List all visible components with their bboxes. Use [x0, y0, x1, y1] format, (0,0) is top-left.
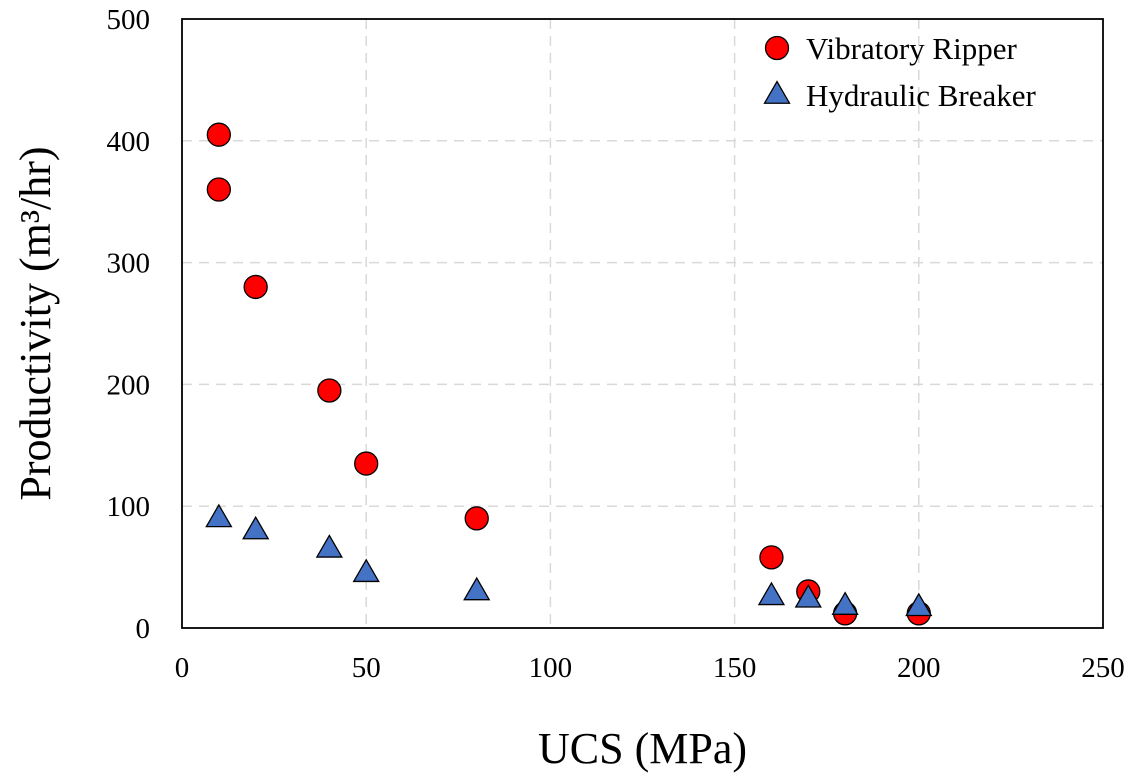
- data-point-triangle: [905, 592, 933, 617]
- series-vibratory-ripper: [206, 122, 931, 626]
- x-tick-label: 150: [713, 652, 757, 684]
- y-tick-label: 500: [107, 4, 151, 36]
- data-point-triangle: [315, 534, 343, 558]
- y-axis-title: Productivity (m³/hr): [11, 146, 60, 500]
- x-tick-label: 200: [897, 652, 941, 684]
- data-point-triangle: [205, 503, 233, 528]
- legend-marker: [764, 35, 790, 61]
- legend-label: Hydraulic Breaker: [806, 78, 1036, 113]
- y-tick-label: 0: [136, 613, 151, 645]
- data-point-triangle: [831, 591, 859, 615]
- x-tick-label: 0: [175, 652, 190, 684]
- x-tick-label: 50: [352, 652, 381, 684]
- y-tick-label: 400: [107, 126, 151, 158]
- legend-marker: [763, 80, 791, 104]
- plot-area-frame: [181, 18, 1104, 629]
- x-tick-label: 100: [529, 652, 573, 684]
- legend-label: Vibratory Ripper: [806, 31, 1017, 66]
- series-hydraulic-breaker: [205, 503, 933, 617]
- x-tick-label: 250: [1081, 652, 1125, 684]
- x-axis-title: UCS (MPa): [538, 724, 747, 773]
- data-point-circle: [759, 545, 784, 570]
- legend: Vibratory Ripper Hydraulic Breaker: [763, 31, 1036, 113]
- data-point-circle: [206, 177, 231, 202]
- data-points: [205, 122, 933, 626]
- x-axis-ticks: 0 50 100 150 200 250: [175, 652, 1125, 684]
- data-point-triangle: [757, 581, 786, 606]
- data-point-triangle: [242, 515, 270, 540]
- data-point-triangle: [352, 558, 380, 583]
- data-point-circle: [354, 451, 379, 476]
- data-point-circle: [243, 274, 268, 300]
- y-axis-ticks: 0 100 200 300 400 500: [107, 4, 151, 645]
- data-point-triangle: [794, 584, 822, 608]
- data-point-circle: [317, 378, 342, 403]
- y-tick-label: 100: [107, 491, 151, 523]
- y-tick-label: 300: [107, 248, 151, 280]
- data-point-circle: [464, 506, 489, 531]
- y-tick-label: 200: [107, 369, 151, 401]
- data-point-triangle: [463, 576, 491, 601]
- data-point-circle: [206, 122, 231, 147]
